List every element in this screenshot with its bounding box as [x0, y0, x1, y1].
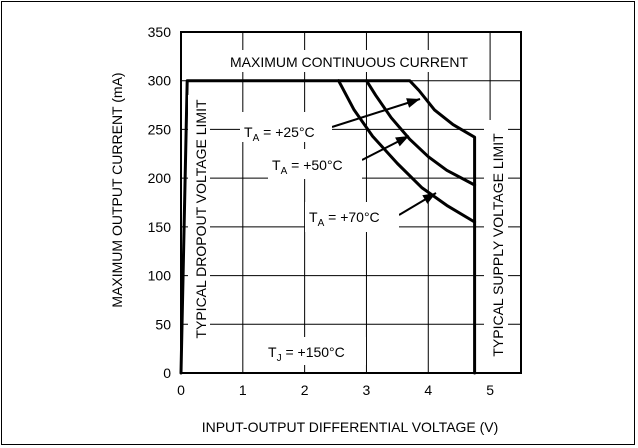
annotation-dropout-limit: TYPICAL DROPOUT VOLTAGE LIMIT [193, 99, 209, 339]
label-ta-25: TA = +25°C [244, 124, 315, 144]
y-tick-label: 300 [148, 73, 172, 89]
arrow-ta-70-head [422, 193, 436, 204]
x-tick-label: 1 [239, 382, 247, 398]
curves [179, 79, 477, 375]
arrow-ta-25-line [331, 98, 421, 128]
arrow-ta-25-head [406, 98, 420, 108]
x-tick-label: 5 [486, 382, 494, 398]
annotation-supply-limit: TYPICAL SUPPLY VOLTAGE LIMIT [490, 133, 506, 357]
y-tick-label: 200 [148, 170, 172, 186]
label-tj-150: TJ = +150°C [268, 344, 345, 364]
y-tick-label: 150 [148, 219, 172, 235]
x-tick-label: 3 [363, 382, 371, 398]
series-line-2 [337, 79, 477, 224]
x-tick-label: 0 [177, 382, 185, 398]
arrow-ta-50-head [395, 136, 409, 147]
y-axis-label: MAXIMUM OUTPUT CURRENT (mA) [109, 72, 125, 307]
plot-border [180, 31, 522, 374]
y-tick-label: 0 [163, 365, 171, 381]
series-line-1 [365, 79, 477, 187]
y-tick-label: 50 [155, 316, 171, 332]
label-ta-70: TA = +70°C [309, 209, 380, 229]
x-tick-label: 4 [424, 382, 432, 398]
y-tick-label: 250 [148, 121, 172, 137]
y-tick-label: 350 [148, 24, 172, 40]
series-line-0 [179, 79, 477, 375]
x-tick-label: 2 [301, 382, 309, 398]
label-ta-50: TA = +50°C [272, 157, 343, 177]
arrows [331, 98, 437, 216]
x-axis-label: INPUT-OUTPUT DIFFERENTIAL VOLTAGE (V) [202, 419, 499, 435]
annotation-max-continuous: MAXIMUM CONTINUOUS CURRENT [230, 54, 468, 70]
y-tick-label: 100 [148, 268, 172, 284]
